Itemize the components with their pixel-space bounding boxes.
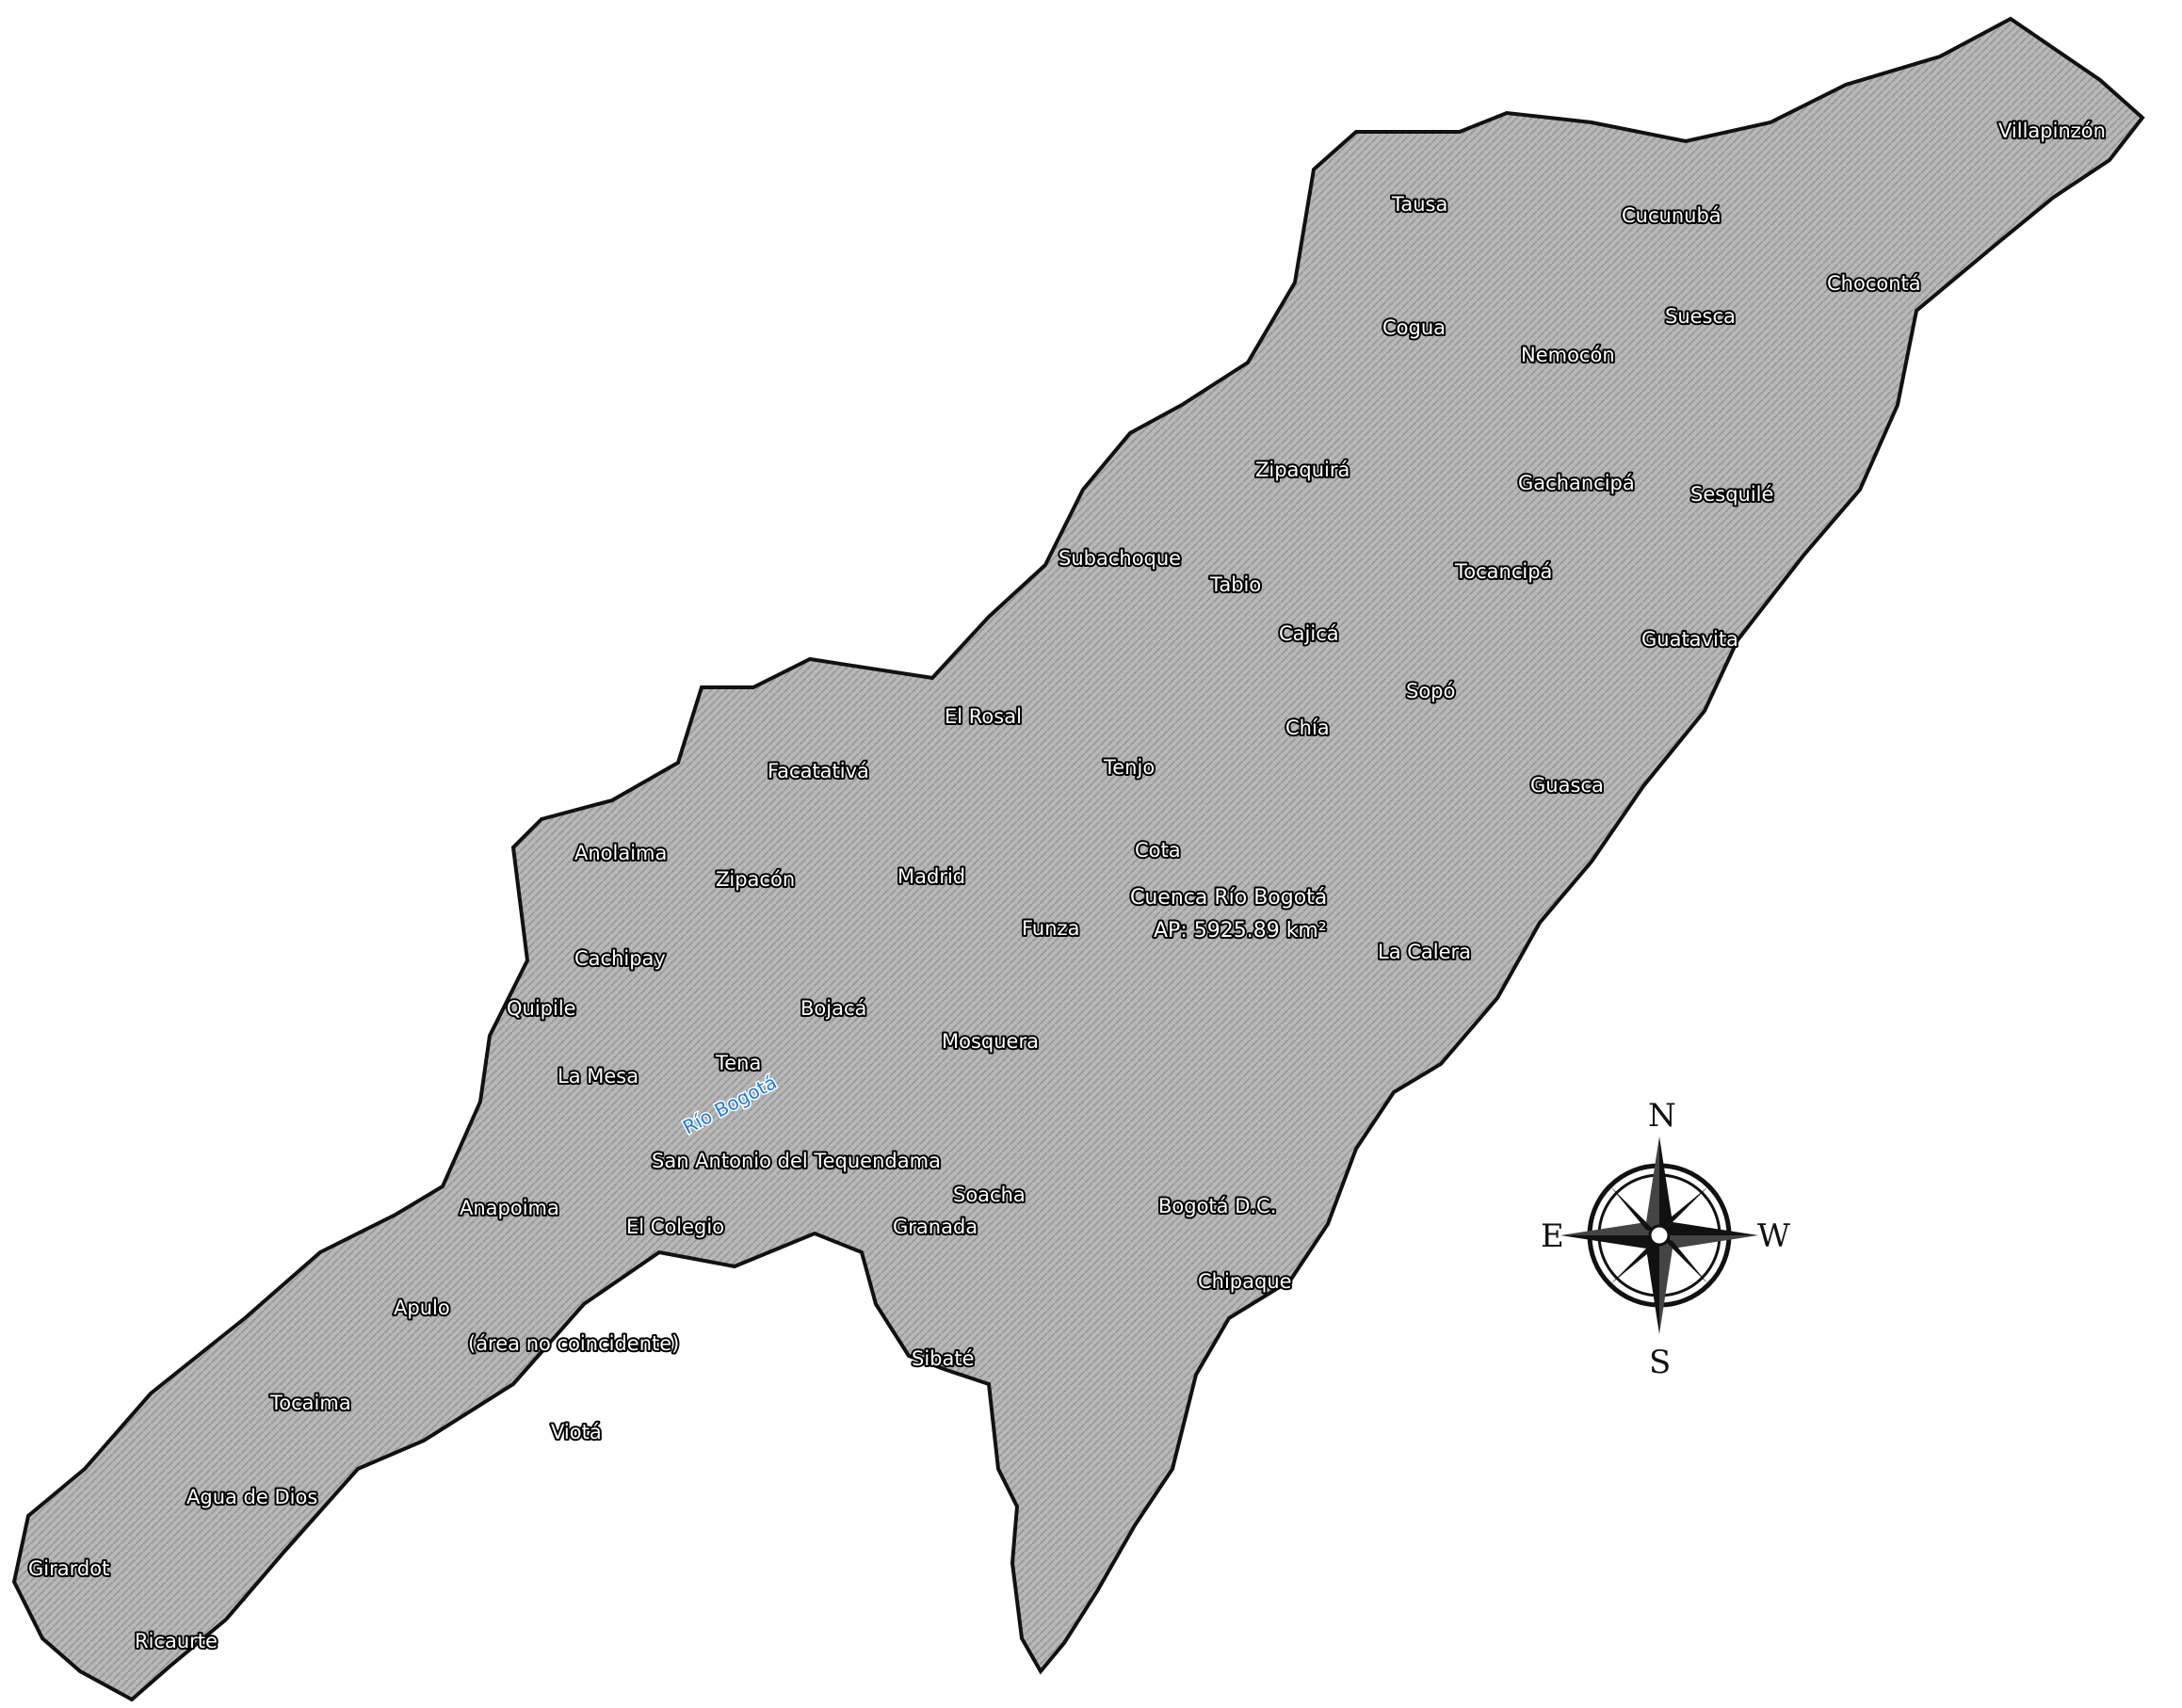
compass-north-label: N [1648,1097,1676,1135]
municipality-label-facatativa: Facatativá [768,760,869,782]
compass-south-label: S [1649,1344,1671,1381]
municipality-label-chocont: Chocontá [1827,272,1921,295]
municipality-label-la-mesa: La Mesa [558,1065,638,1088]
municipality-label-suesca: Suesca [1665,305,1736,328]
municipality-label-anapoima: Anapoima [460,1197,559,1219]
municipality-label-nemocon: Nemocón [1521,344,1615,366]
municipality-label-cota: Cota [1135,839,1181,862]
municipality-label-cucunuba: Cucunubá [1622,204,1721,227]
municipality-label-funza: Funza [1022,917,1079,940]
municipality-label-tocaima: Tocaima [269,1392,351,1414]
municipality-label-area-no-coincidente: (área no coincidente) [468,1332,679,1355]
municipality-label-apulo: Apulo [394,1297,450,1319]
municipality-label-san-antonio: San Antonio del Tequendama [652,1150,941,1172]
municipality-label-granada: Granada [893,1216,978,1238]
municipality-label-tena: Tena [715,1052,761,1074]
compass-star-icon [1560,1136,1758,1334]
municipality-label-ricaurte: Ricaurte [135,1630,218,1652]
municipality-label-sopo: Sopó [1406,680,1455,702]
municipality-label-cogua: Cogua [1382,316,1446,339]
municipality-label-quipile: Quipile [507,997,576,1020]
municipality-label-zipaquira: Zipaquirá [1255,459,1350,481]
municipality-label-viota: Viotá [551,1421,602,1443]
municipality-label-tenjo: Tenjo [1103,756,1155,779]
municipality-label-mosquera: Mosquera [942,1030,1039,1053]
municipality-label-cachipay: Cachipay [574,947,666,970]
municipality-label-sesquile: Sesquilé [1690,483,1773,506]
municipality-label-cajica: Cajicá [1279,622,1339,645]
municipality-label-tausa: Tausa [1391,193,1447,216]
municipality-label-bojaca: Bojacá [800,997,866,1020]
basin-outline [12,17,2144,1701]
municipality-label-chipaque: Chipaque [1198,1270,1292,1293]
municipality-label-soacha: Soacha [953,1184,1026,1206]
municipality-label-el-colegio: El Colegio [626,1216,724,1238]
compass-west-label: W [1757,1217,1790,1255]
municipality-label-tocancipa: Tocancipá [1454,560,1552,583]
municipality-label-subachoque: Subachoque [1059,547,1181,570]
compass-rose: N S E W [1541,1097,1790,1381]
municipality-label-guasca: Guasca [1530,774,1604,797]
municipality-label-chia: Chía [1285,717,1330,739]
municipality-label-girardot: Girardot [28,1557,109,1580]
basin-name-label: Cuenca Río Bogotá [1130,886,1327,910]
municipality-label-la-calera: La Calera [1378,941,1471,963]
municipality-label-sibate: Sibaté [912,1347,975,1370]
municipality-label-zipacon: Zipacón [716,868,795,891]
municipality-label-el-rosal: El Rosal [945,705,1022,728]
compass-east-label: E [1541,1217,1564,1255]
municipality-label-tabio: Tabio [1209,573,1261,596]
municipality-labels: Villapinzón Tausa Cucunubá Chocontá Suesca Co… [26,118,2108,1654]
municipality-label-anolaima: Anolaima [574,842,667,864]
municipality-label-gachancipa: Gachancipá [1518,472,1635,494]
municipality-label-agua-de-dios: Agua de Dios [186,1486,317,1508]
municipality-label-bogota: Bogotá D.C. [1158,1195,1276,1217]
municipality-label-villapinzon: Villapinzón [1998,120,2106,142]
basin-area-label: AP: 5925.89 km² [1154,919,1327,943]
municipality-label-madrid: Madrid [897,865,965,888]
municipality-label-guatavita: Guatavita [1641,628,1738,651]
